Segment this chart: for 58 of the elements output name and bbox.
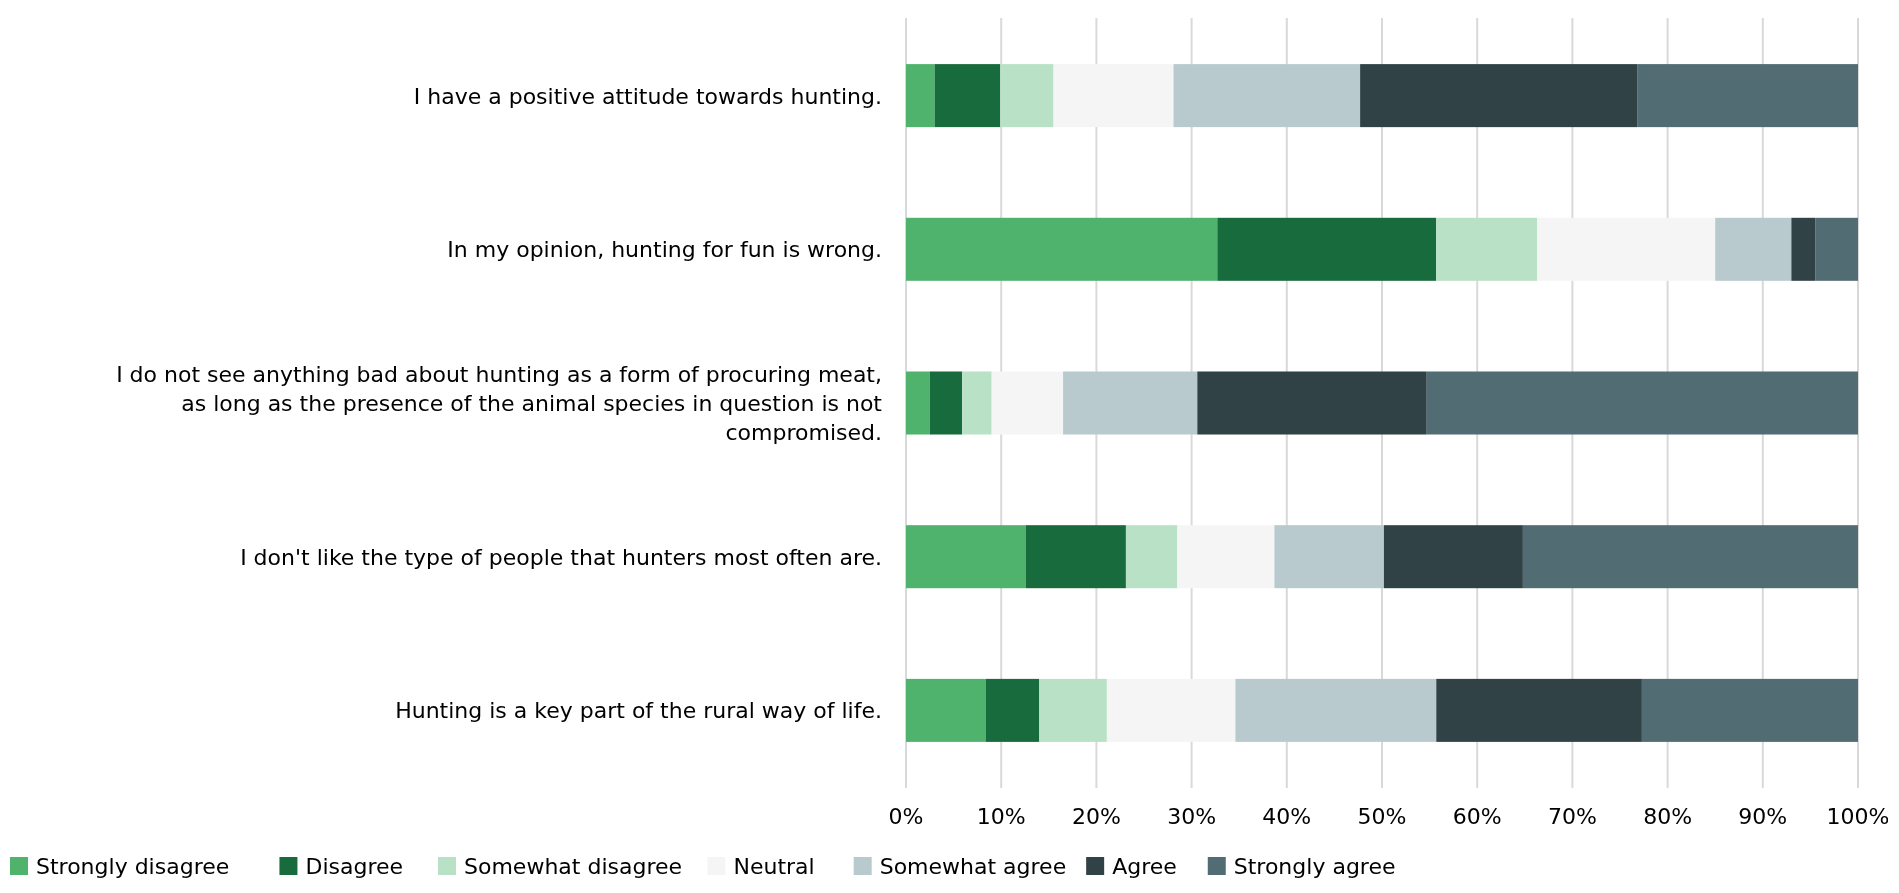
bar <box>1360 64 1638 128</box>
y-tick-label: I do not see anything bad about hunting as a form of procuring meat, as long as the presence of the animal species in question is not compromised. <box>116 361 883 445</box>
bar <box>985 678 1040 742</box>
legend-label: Strongly disagree <box>36 853 230 879</box>
bar <box>1537 217 1716 281</box>
bar <box>1815 217 1858 281</box>
bar <box>906 371 930 435</box>
bar <box>1000 64 1054 128</box>
x-tick-label: 40% <box>1262 804 1312 829</box>
bar <box>1274 525 1384 589</box>
bar <box>906 678 986 742</box>
x-tick-label: 80% <box>1643 804 1693 829</box>
bar <box>1426 371 1858 435</box>
x-tick-label: 60% <box>1452 804 1502 829</box>
bar <box>1383 525 1523 589</box>
bar <box>1053 64 1174 128</box>
bar <box>1791 217 1816 281</box>
x-tick-label: 50% <box>1357 804 1407 829</box>
x-tick-label: 30% <box>1167 804 1217 829</box>
bar <box>1106 678 1236 742</box>
legend-label: Neutral <box>733 853 815 879</box>
bar <box>906 217 1218 281</box>
bar <box>1522 525 1858 589</box>
bar <box>1039 678 1107 742</box>
bar <box>1197 371 1427 435</box>
bar <box>1436 217 1538 281</box>
bar <box>1235 678 1437 742</box>
bar <box>934 64 1001 128</box>
y-tick-label: In my opinion, hunting for fun is wrong. <box>447 236 882 262</box>
bar <box>1715 217 1792 281</box>
bar <box>906 64 935 128</box>
bar <box>1217 217 1437 281</box>
bar <box>1173 64 1361 128</box>
bar <box>991 371 1064 435</box>
bar <box>929 371 963 435</box>
bar <box>1063 371 1198 435</box>
legend-label: Somewhat disagree <box>464 853 683 879</box>
x-tick-label: 100% <box>1826 804 1890 829</box>
y-tick-label: I have a positive attitude towards hunting. <box>413 83 882 109</box>
bar <box>1177 525 1275 589</box>
bar <box>1436 678 1642 742</box>
bar <box>906 525 1026 589</box>
x-tick-label: 90% <box>1738 804 1788 829</box>
bar <box>1637 64 1858 128</box>
y-tick-label: Hunting is a key part of the rural way of life. <box>395 697 882 723</box>
bar <box>1125 525 1178 589</box>
x-tick-label: 0% <box>888 804 924 829</box>
legend-label: Somewhat agree <box>879 853 1067 879</box>
bar <box>962 371 992 435</box>
y-tick-label: I don't like the type of people that hunters most often are. <box>240 544 882 570</box>
x-tick-label: 10% <box>976 804 1026 829</box>
bar <box>1641 678 1858 742</box>
legend-label: Agree <box>1112 853 1177 879</box>
x-tick-label: 20% <box>1071 804 1121 829</box>
x-tick-label: 70% <box>1547 804 1597 829</box>
bar <box>1025 525 1126 589</box>
legend-label: Strongly agree <box>1233 853 1396 879</box>
legend-label: Disagree <box>305 853 404 879</box>
